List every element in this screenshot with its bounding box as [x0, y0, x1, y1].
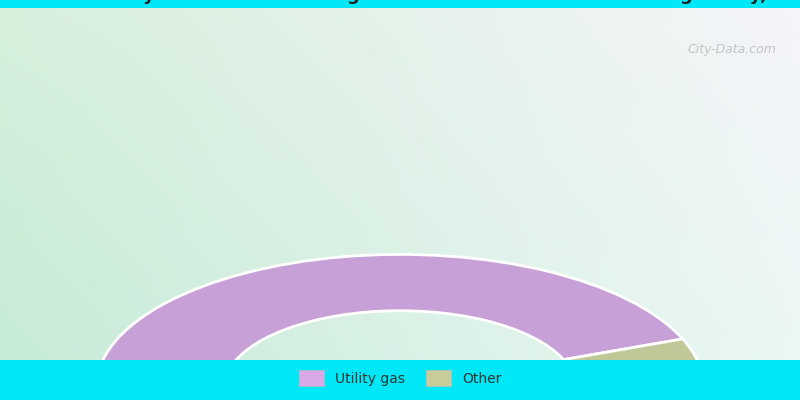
Title: Most commonly used house heating fuel in houses and condos in Big Sandy, MT: Most commonly used house heating fuel in…	[0, 0, 800, 4]
Text: City-Data.com: City-Data.com	[687, 43, 776, 56]
Wedge shape	[564, 339, 704, 388]
Wedge shape	[96, 254, 682, 388]
Legend: Utility gas, Other: Utility gas, Other	[294, 364, 506, 392]
